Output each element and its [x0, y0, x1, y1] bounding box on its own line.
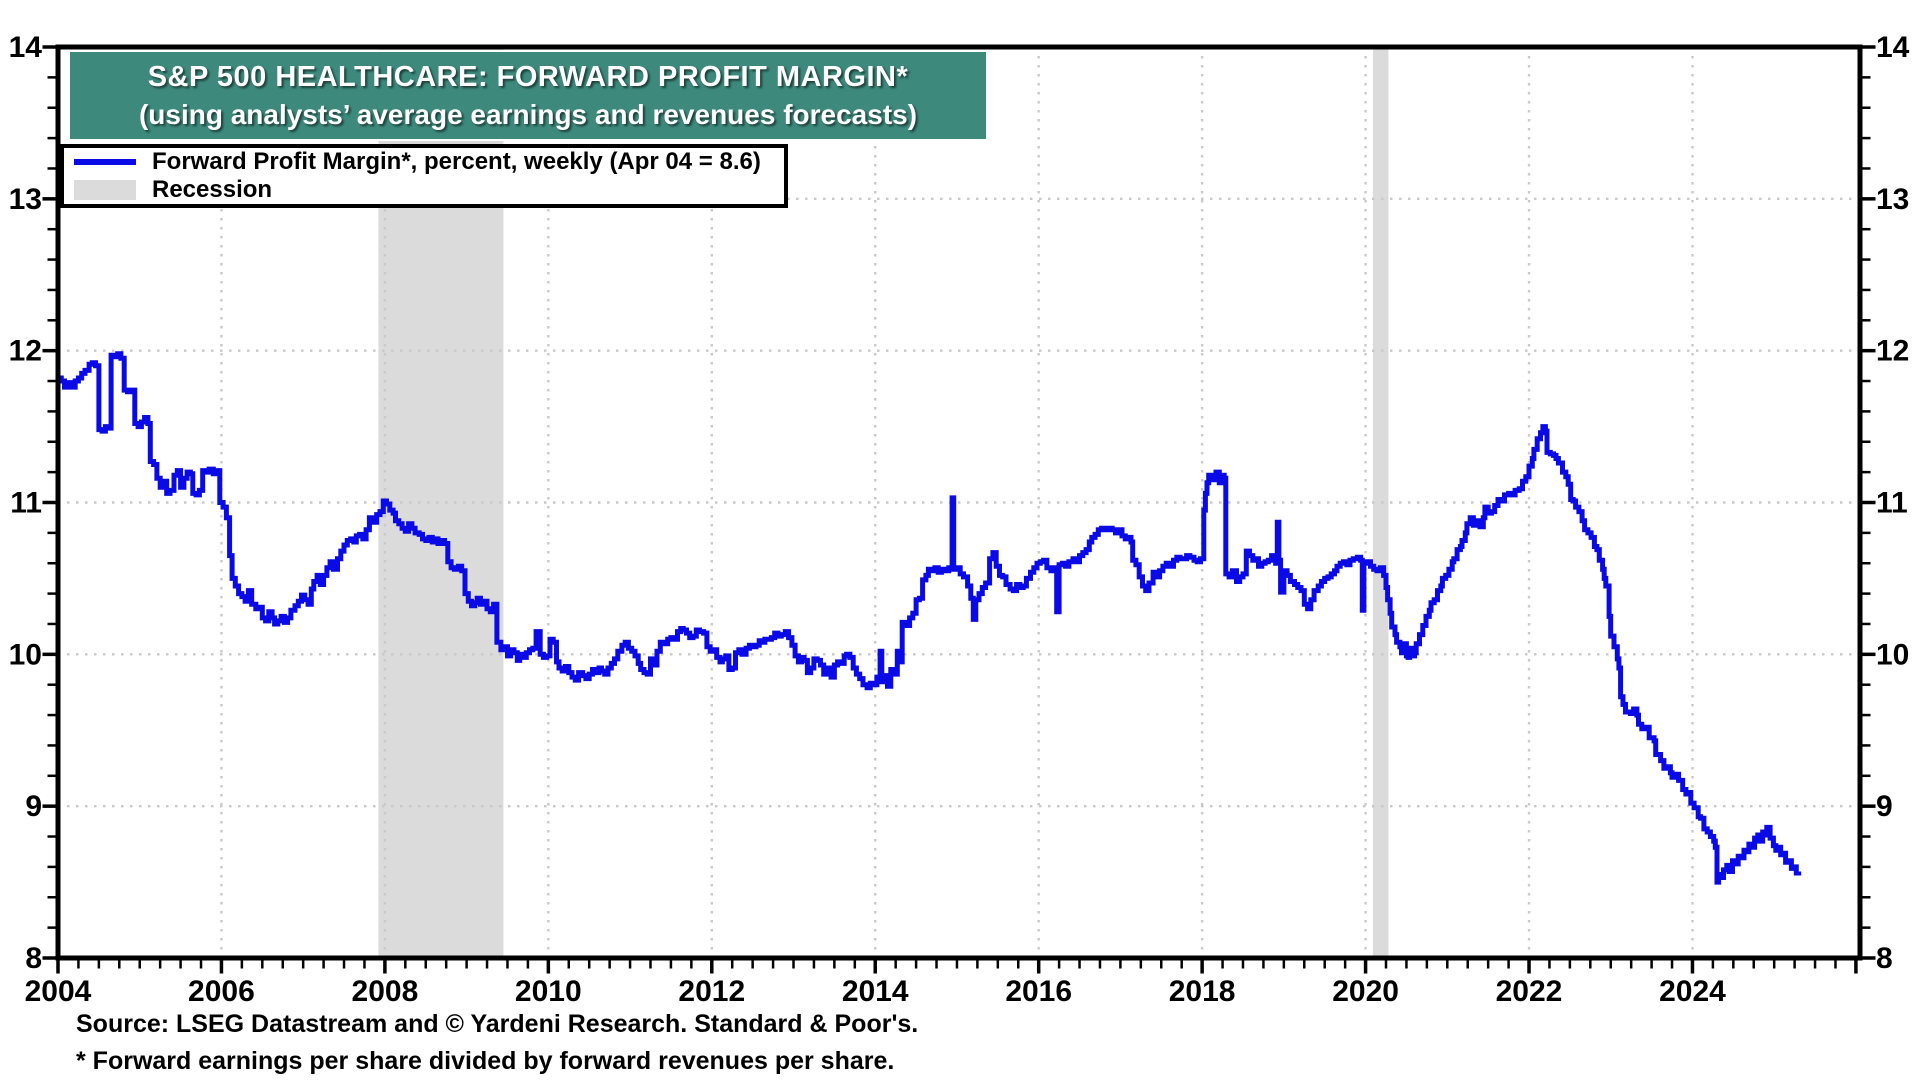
series-line-swatch-icon — [74, 159, 136, 165]
legend-item-series: Forward Profit Margin*, percent, weekly … — [74, 148, 774, 176]
recession-band — [1372, 47, 1389, 958]
y-axis-tick-label-right: 12 — [1876, 335, 1909, 368]
chart-title-box: S&P 500 HEALTHCARE: FORWARD PROFIT MARGI… — [68, 50, 988, 141]
x-axis-tick-label: 2008 — [352, 975, 419, 1008]
x-axis-tick-label: 2018 — [1169, 975, 1236, 1008]
y-axis-tick-label-left: 12 — [9, 335, 42, 368]
chart-subtitle: (using analysts’ average earnings and re… — [138, 98, 918, 130]
x-axis-tick-label: 2020 — [1332, 975, 1399, 1008]
x-axis-tick-label: 2016 — [1005, 975, 1072, 1008]
x-axis-tick-label: 2022 — [1496, 975, 1563, 1008]
x-axis-tick-label: 2006 — [188, 975, 255, 1008]
chart-legend: Forward Profit Margin*, percent, weekly … — [60, 144, 788, 208]
plot-frame — [55, 44, 1863, 961]
series-legend-label: Forward Profit Margin*, percent, weekly … — [152, 148, 761, 175]
y-axis-tick-label-right: 14 — [1876, 31, 1910, 64]
y-axis-tick-label-right: 9 — [1876, 790, 1893, 823]
y-axis-tick-label-left: 14 — [9, 31, 43, 64]
x-axis-tick-label: 2014 — [842, 975, 909, 1008]
legend-item-recession: Recession — [74, 176, 774, 204]
y-axis-tick-label-right: 11 — [1876, 487, 1908, 520]
footnote: * Forward earnings per share divided by … — [76, 1047, 895, 1075]
y-axis-tick-label-left: 13 — [9, 183, 42, 216]
profit-margin-series-line — [58, 351, 1802, 885]
y-axis-tick-label-right: 13 — [1876, 183, 1909, 216]
y-axis-tick-label-right: 8 — [1876, 942, 1893, 975]
x-axis-tick-label: 2024 — [1659, 975, 1726, 1008]
x-axis-tick-label: 2012 — [678, 975, 745, 1008]
recession-band-swatch-icon — [74, 180, 136, 200]
chart-title: S&P 500 HEALTHCARE: FORWARD PROFIT MARGI… — [147, 60, 909, 93]
y-axis-tick-label-left: 10 — [9, 638, 42, 671]
y-axis-tick-label-right: 10 — [1876, 638, 1909, 671]
x-axis-tick-label: 2010 — [515, 975, 582, 1008]
y-axis-tick-label-left: 11 — [10, 487, 42, 520]
x-axis-tick-label: 2004 — [25, 975, 92, 1008]
y-axis-tick-label-left: 8 — [25, 942, 42, 975]
recession-legend-label: Recession — [152, 176, 273, 203]
source-attribution: Source: LSEG Datastream and © Yardeni Re… — [76, 1010, 919, 1038]
y-axis-tick-label-left: 9 — [25, 790, 42, 823]
